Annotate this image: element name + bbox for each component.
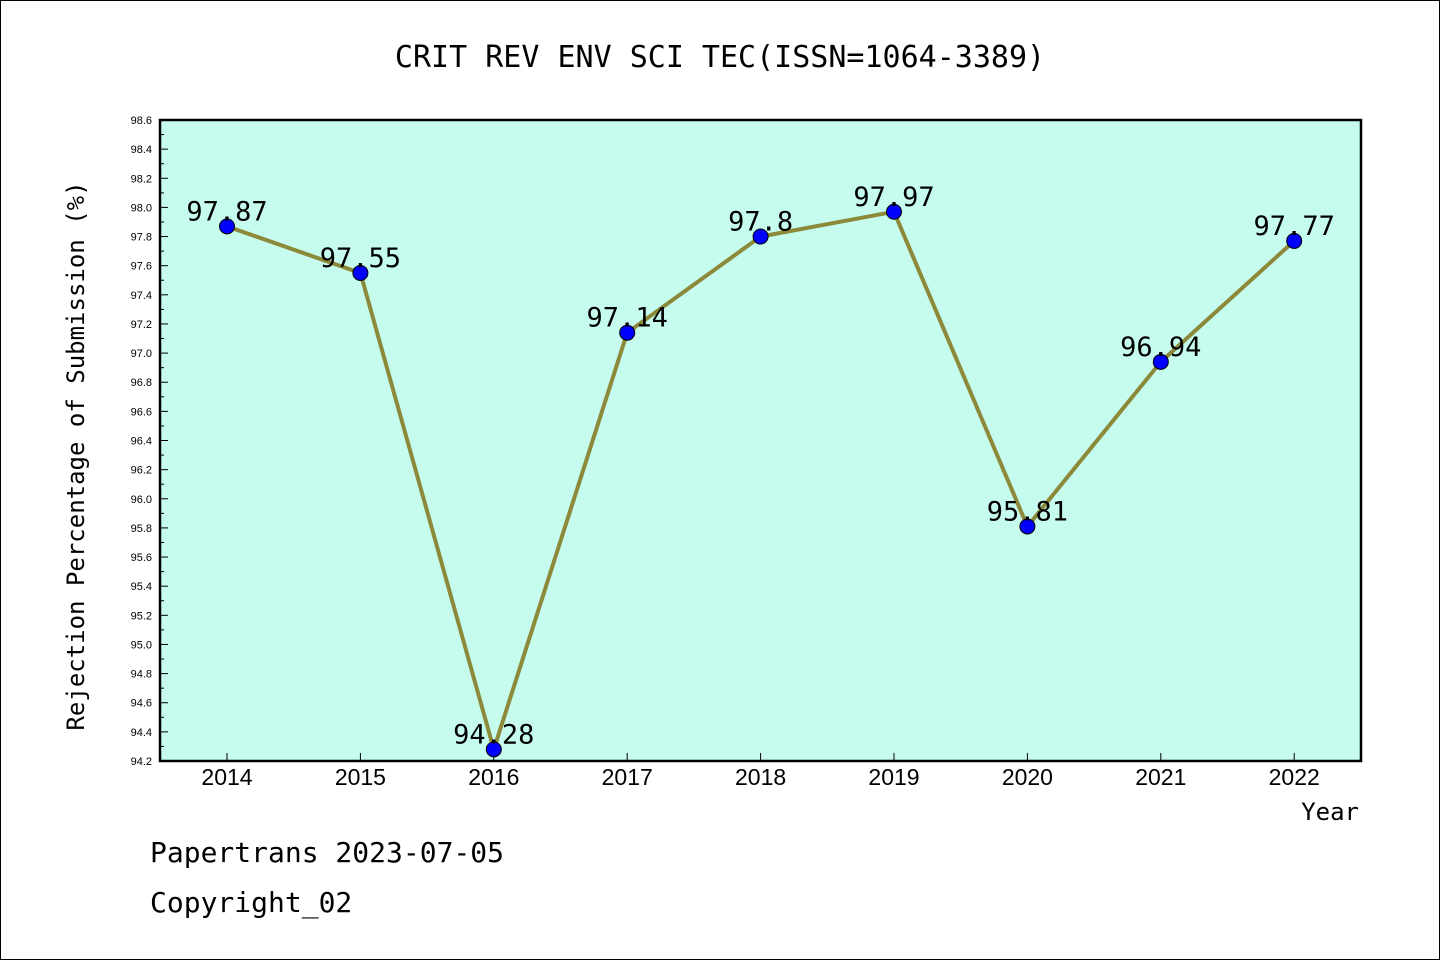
- data-point: [886, 203, 902, 220]
- x-tick-label: 2020: [1002, 764, 1053, 790]
- y-tick-label: 96.2: [131, 465, 152, 477]
- x-tick-label: 2018: [735, 764, 786, 790]
- y-tick-label: 96.4: [131, 436, 152, 448]
- x-tick-label: 2022: [1269, 764, 1320, 790]
- data-label: 97.14: [587, 303, 668, 334]
- y-tick-label: 95.2: [131, 610, 152, 622]
- y-tick-label: 98.6: [131, 115, 152, 127]
- y-tick-label: 97.6: [131, 261, 152, 273]
- footer-source: Papertrans 2023-07-05: [150, 836, 505, 869]
- y-tick-label: 97.0: [131, 348, 152, 360]
- y-tick-label: 96.8: [131, 377, 152, 389]
- plot-area: [160, 120, 1361, 761]
- x-axis-title: Year: [1301, 798, 1359, 826]
- data-label: 97.87: [186, 196, 267, 227]
- data-label: 97.55: [320, 243, 401, 274]
- data-point: [1286, 232, 1303, 249]
- y-axis: 94.2 94.4 94.6 94.8 95.0 95.2 95.4 95.6 95.8 96.0…: [131, 115, 168, 768]
- x-tick-label: 2021: [1135, 764, 1186, 790]
- data-point: [219, 218, 235, 235]
- data-label: 95.81: [987, 496, 1068, 527]
- y-tick-label: 96.0: [131, 494, 152, 506]
- y-tick-label: 94.2: [131, 756, 152, 768]
- y-axis-title: Rejection Percentage of Submission (%): [62, 181, 90, 730]
- y-tick-label: 97.2: [131, 319, 152, 331]
- x-tick-label: 2019: [868, 764, 919, 790]
- data-point: [485, 741, 502, 758]
- x-axis: 2014 2015 2016 2017 2018 2019 2020 2021 2022: [201, 753, 1320, 790]
- y-tick-label: 95.0: [131, 639, 152, 651]
- x-tick-label: 2017: [602, 764, 653, 790]
- x-tick-label: 2015: [335, 764, 386, 790]
- y-tick-label: 95.6: [131, 552, 152, 564]
- data-point: [1019, 518, 1036, 535]
- data-label: 97.97: [853, 182, 934, 213]
- y-tick-label: 95.4: [131, 581, 152, 593]
- y-tick-label: 98.2: [131, 173, 152, 185]
- x-tick-label: 2014: [201, 764, 252, 790]
- data-label: 96.94: [1120, 332, 1201, 363]
- y-tick-label: 94.4: [131, 727, 152, 739]
- y-tick-label: 98.0: [131, 202, 152, 214]
- y-tick-label: 97.8: [131, 232, 152, 244]
- y-tick-label: 98.4: [131, 144, 152, 156]
- y-tick-label: 95.8: [131, 523, 152, 535]
- data-point: [752, 228, 769, 245]
- y-tick-label: 94.8: [131, 669, 152, 681]
- series-rejection: [219, 203, 1303, 758]
- y-tick-label: 94.6: [131, 698, 152, 710]
- data-point: [352, 264, 369, 281]
- y-tick-label: 97.4: [131, 290, 152, 302]
- x-tick-label: 2016: [468, 764, 519, 790]
- data-point: [1152, 353, 1169, 370]
- chart-title: CRIT REV ENV SCI TEC(ISSN=1064-3389): [395, 40, 1045, 75]
- data-label: 94.28: [453, 719, 534, 750]
- plot-border: [158, 118, 1363, 763]
- data-label: 97.8: [728, 207, 793, 238]
- data-labels: 97.87 97.55 94.28 97.14 97.8 97.97 95.81 96.94 9…: [186, 182, 1334, 751]
- data-label: 97.77: [1254, 211, 1335, 242]
- footer-copyright: Copyright_02: [150, 886, 353, 919]
- y-tick-label: 96.6: [131, 406, 152, 418]
- data-point: [619, 324, 636, 341]
